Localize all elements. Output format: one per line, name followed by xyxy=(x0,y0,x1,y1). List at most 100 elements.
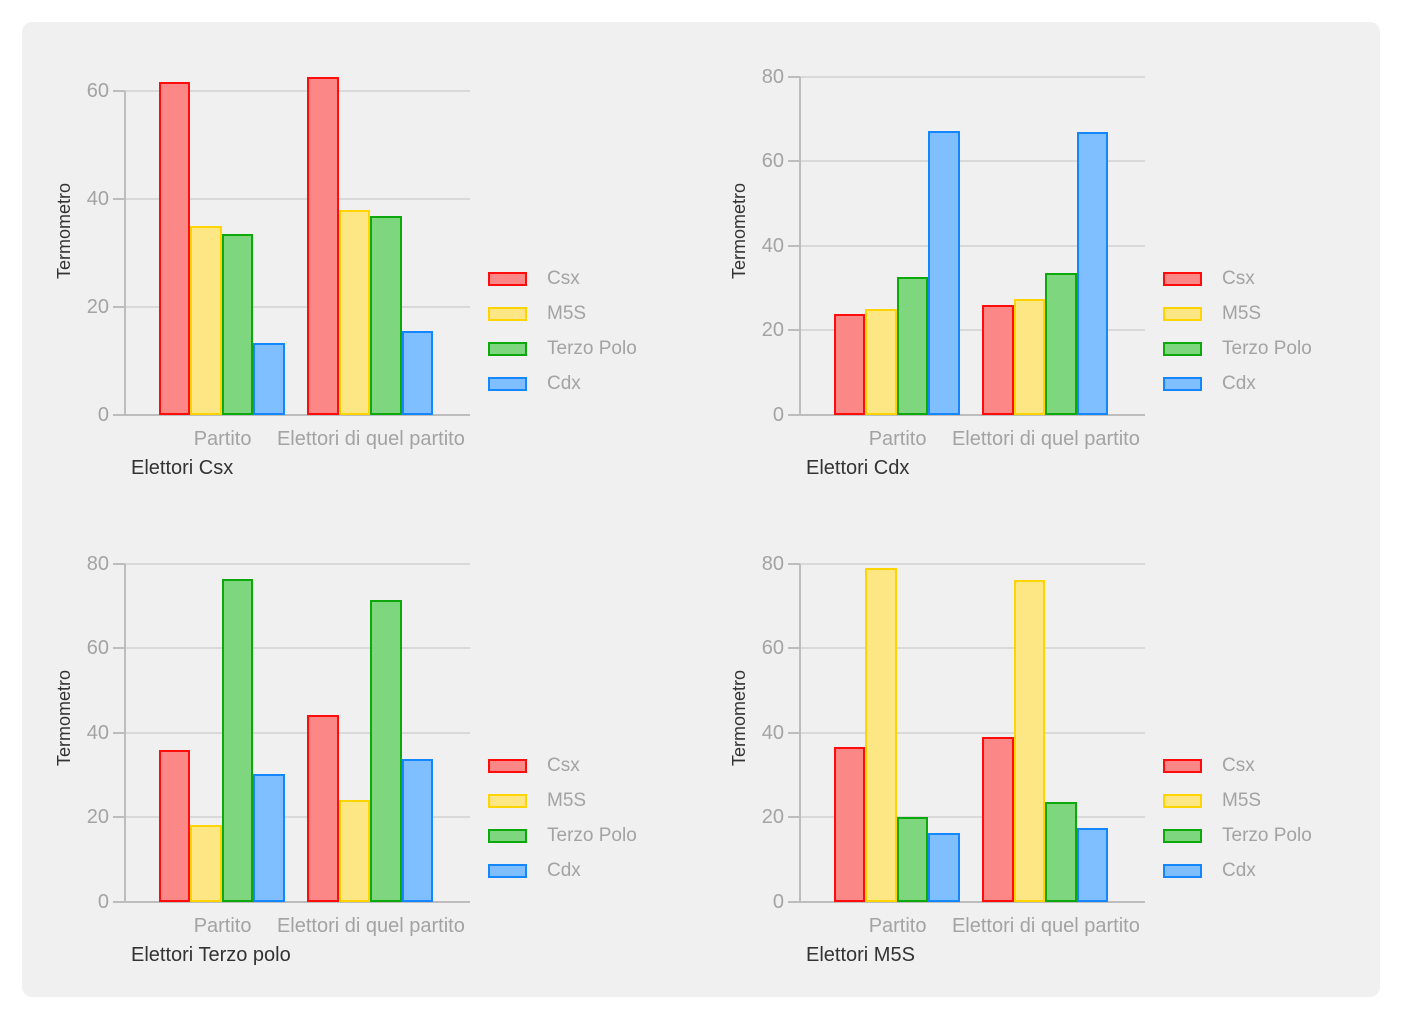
gridline xyxy=(788,75,1145,78)
bar-cdx-elettori-di-quel-partito xyxy=(401,759,433,902)
legend-label-cdx: Cdx xyxy=(1222,859,1256,881)
bar-m5s-partito xyxy=(865,309,897,415)
legend-item-m5s: M5S xyxy=(1163,297,1261,330)
y-tick-mark xyxy=(113,731,125,734)
y-tick-label: 0 xyxy=(772,404,784,426)
bar-csx-partito xyxy=(159,82,191,415)
x-axis-line xyxy=(113,414,470,416)
bar-csx-elettori-di-quel-partito xyxy=(307,715,339,902)
gridline xyxy=(113,816,470,819)
y-axis-line xyxy=(124,91,126,415)
bar-csx-partito xyxy=(159,750,191,902)
y-tick-mark xyxy=(113,198,125,201)
legend-label-csx: Csx xyxy=(547,267,580,289)
legend-label-m5s: M5S xyxy=(1222,302,1262,324)
y-tick-mark xyxy=(113,90,125,93)
legend-label-csx: Csx xyxy=(547,754,580,776)
x-category-label-partito: Partito xyxy=(193,428,252,450)
gridline xyxy=(788,160,1145,163)
y-tick-mark xyxy=(788,244,800,247)
x-axis-line xyxy=(788,414,1145,416)
y-axis-line xyxy=(799,76,801,415)
legend-swatch-cdx xyxy=(488,376,527,391)
x-axis-line xyxy=(788,901,1145,903)
x-category-label-elettori: Elettori di quel partito xyxy=(951,428,1140,450)
y-axis-title: Termometro xyxy=(54,669,74,767)
bar-m5s-elettori-di-quel-partito xyxy=(1013,298,1046,415)
gridline xyxy=(788,562,1145,565)
y-tick-label: 60 xyxy=(86,637,109,660)
legend-label-terzo-polo: Terzo Polo xyxy=(547,337,637,359)
y-axis-title: Termometro xyxy=(729,182,749,280)
legend-label-csx: Csx xyxy=(1222,267,1255,289)
y-tick-label: 80 xyxy=(761,552,784,575)
bar-cdx-partito xyxy=(928,130,960,415)
y-tick-mark xyxy=(788,75,800,78)
legend-item-cdx: Cdx xyxy=(488,854,581,887)
chart-title: Elettori Cdx xyxy=(806,457,910,479)
legend-item-m5s: M5S xyxy=(488,297,586,330)
y-axis-line xyxy=(799,563,801,902)
y-tick-label: 20 xyxy=(761,806,784,829)
bar-m5s-elettori-di-quel-partito xyxy=(338,799,371,902)
bar-terzo-polo-elettori-di-quel-partito xyxy=(1045,801,1077,902)
bar-terzo-polo-elettori-di-quel-partito xyxy=(370,600,402,902)
legend-item-terzo-polo: Terzo Polo xyxy=(1163,332,1312,365)
y-tick-mark xyxy=(113,816,125,819)
legend-swatch-terzo-polo xyxy=(1163,828,1202,843)
legend-item-csx: Csx xyxy=(488,262,580,295)
y-tick-label: 40 xyxy=(86,721,109,744)
bar-cdx-elettori-di-quel-partito xyxy=(1076,827,1108,902)
gridline xyxy=(113,306,470,309)
chart-title: Elettori M5S xyxy=(806,944,915,966)
legend-item-terzo-polo: Terzo Polo xyxy=(488,819,637,852)
x-category-label-elettori: Elettori di quel partito xyxy=(276,428,465,450)
y-tick-mark xyxy=(788,647,800,650)
x-category-label-elettori: Elettori di quel partito xyxy=(276,915,465,937)
chart-title: Elettori Csx xyxy=(131,457,234,479)
y-tick-label: 40 xyxy=(86,188,109,211)
legend-label-terzo-polo: Terzo Polo xyxy=(1222,337,1312,359)
y-tick-mark xyxy=(788,901,800,903)
y-tick-mark xyxy=(788,816,800,819)
bar-m5s-elettori-di-quel-partito xyxy=(1013,579,1046,902)
legend-item-cdx: Cdx xyxy=(1163,367,1256,400)
legend-item-cdx: Cdx xyxy=(1163,854,1256,887)
legend-swatch-m5s xyxy=(1163,306,1202,321)
bar-csx-elettori-di-quel-partito xyxy=(982,737,1014,902)
legend-swatch-m5s xyxy=(488,306,527,321)
bar-terzo-polo-elettori-di-quel-partito xyxy=(370,215,402,415)
y-tick-label: 20 xyxy=(86,296,109,319)
legend-item-m5s: M5S xyxy=(1163,784,1261,817)
legend-label-m5s: M5S xyxy=(547,302,587,324)
y-axis-title: Termometro xyxy=(54,182,74,280)
legend-swatch-terzo-polo xyxy=(1163,341,1202,356)
y-tick-mark xyxy=(788,731,800,734)
y-axis-title: Termometro xyxy=(729,669,749,767)
bar-csx-elettori-di-quel-partito xyxy=(307,76,339,415)
bar-cdx-partito xyxy=(253,773,285,902)
legend-label-cdx: Cdx xyxy=(1222,372,1256,394)
bar-terzo-polo-partito xyxy=(221,233,254,415)
bar-csx-partito xyxy=(834,314,866,415)
x-category-label-partito: Partito xyxy=(868,428,927,450)
bar-m5s-partito xyxy=(190,825,222,902)
x-category-label-partito: Partito xyxy=(868,915,927,937)
y-tick-label: 20 xyxy=(761,319,784,342)
legend-swatch-csx xyxy=(488,758,527,773)
y-tick-mark xyxy=(788,329,800,332)
gridline xyxy=(113,731,470,734)
gridline xyxy=(788,244,1145,247)
bar-terzo-polo-partito xyxy=(896,817,929,902)
y-tick-label: 0 xyxy=(772,891,784,913)
bar-cdx-partito xyxy=(253,343,285,415)
bar-terzo-polo-partito xyxy=(221,579,254,902)
bar-m5s-partito xyxy=(190,226,222,415)
legend-label-cdx: Cdx xyxy=(547,372,581,394)
legend-label-cdx: Cdx xyxy=(547,859,581,881)
y-tick-label: 60 xyxy=(761,150,784,173)
legend-swatch-csx xyxy=(488,271,527,286)
gridline xyxy=(788,329,1145,332)
legend-swatch-terzo-polo xyxy=(488,341,527,356)
